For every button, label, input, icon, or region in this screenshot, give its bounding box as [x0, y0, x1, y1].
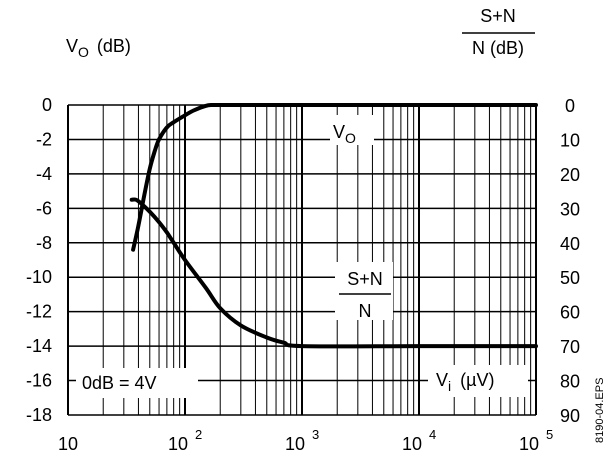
chart-series	[129, 102, 538, 349]
right-y-tick-labels: 0 10 20 30 40 50 60 70 80 90	[560, 96, 580, 426]
zero-db-mask	[76, 368, 198, 398]
left-axis-title: VO (dB)	[66, 36, 131, 60]
annotation-0db-4v: 0dB = 4V	[82, 373, 157, 393]
series-label-snr-denominator: N	[359, 301, 372, 321]
right-y-tick-label: 10	[560, 130, 580, 150]
x-tick-label: 10	[402, 434, 422, 454]
right-y-tick-label: 30	[560, 199, 580, 219]
left-y-tick-label: -10	[26, 267, 52, 287]
annotation-vi-unit: Vi (µV)	[436, 370, 495, 394]
right-axis-title-denominator: N (dB)	[472, 38, 524, 58]
left-y-tick-labels: 0 -2 -4 -6 -8 -10 -12 -14 -16 -18	[26, 95, 52, 425]
x-tick-label: 10	[519, 434, 539, 454]
left-y-tick-label: 0	[42, 95, 52, 115]
right-y-tick-label: 60	[560, 303, 580, 323]
x-tick-labels: 10 10 2 10 3 10 4 10 5	[58, 427, 553, 454]
x-tick-label: 10	[58, 434, 78, 454]
series-label-snr-numerator: S+N	[347, 269, 383, 289]
right-axis-title-numerator: S+N	[480, 6, 516, 26]
right-y-tick-label: 40	[560, 234, 580, 254]
right-y-tick-label: 70	[560, 337, 580, 357]
left-y-tick-label: -14	[26, 336, 52, 356]
vo-label-mask	[330, 115, 374, 145]
left-y-tick-label: -12	[26, 302, 52, 322]
left-y-tick-label: -6	[36, 198, 52, 218]
x-tick-exponent: 3	[312, 427, 319, 442]
right-y-tick-label: 80	[560, 372, 580, 392]
figure-id: 8190-04.EPS	[594, 378, 606, 443]
right-y-tick-label: 50	[560, 268, 580, 288]
x-tick-exponent: 2	[195, 427, 202, 442]
left-y-tick-label: -8	[36, 233, 52, 253]
chart-annotations: VO (dB) S+N N (dB) VO S+N N 0dB = 4V Vi (µV) 8190-…	[66, 6, 606, 443]
right-y-tick-label: 20	[560, 165, 580, 185]
x-tick-exponent: 5	[546, 427, 553, 442]
x-tick-label: 10	[285, 434, 305, 454]
series-line-vo	[131, 102, 538, 252]
snr-label-mask	[335, 262, 393, 320]
left-y-tick-label: -16	[26, 371, 52, 391]
right-y-tick-label: 0	[565, 96, 575, 116]
left-y-tick-label: -2	[36, 129, 52, 149]
x-tick-exponent: 4	[429, 427, 436, 442]
left-y-tick-label: -4	[36, 164, 52, 184]
series-label-vo: VO	[333, 122, 356, 146]
x-tick-label: 10	[168, 434, 188, 454]
right-y-tick-label: 90	[560, 406, 580, 426]
vi-label-mask	[428, 365, 528, 397]
series-line-snr	[129, 197, 538, 349]
left-y-tick-label: -18	[26, 405, 52, 425]
